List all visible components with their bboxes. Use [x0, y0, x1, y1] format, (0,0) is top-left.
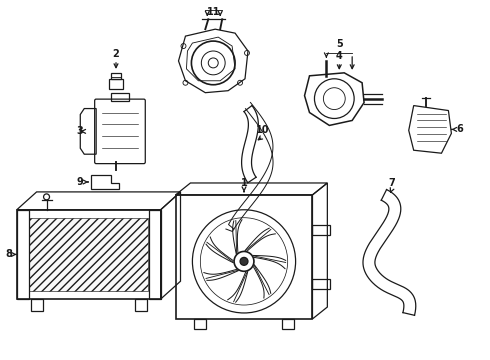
Polygon shape — [29, 218, 148, 291]
Text: 4: 4 — [336, 51, 343, 61]
Text: 9: 9 — [76, 177, 83, 187]
Circle shape — [240, 257, 248, 265]
Text: 7: 7 — [389, 178, 395, 188]
Bar — [109, 79, 123, 89]
Text: 10: 10 — [256, 125, 270, 135]
Bar — [111, 73, 121, 79]
Text: 5: 5 — [336, 39, 343, 49]
Text: 3: 3 — [76, 126, 83, 136]
Bar — [175, 195, 313, 319]
Text: 11: 11 — [206, 7, 220, 17]
Text: 2: 2 — [113, 49, 120, 59]
Text: 1: 1 — [241, 178, 247, 188]
Bar — [111, 93, 129, 100]
Text: 6: 6 — [456, 125, 463, 134]
Text: 8: 8 — [5, 249, 12, 260]
